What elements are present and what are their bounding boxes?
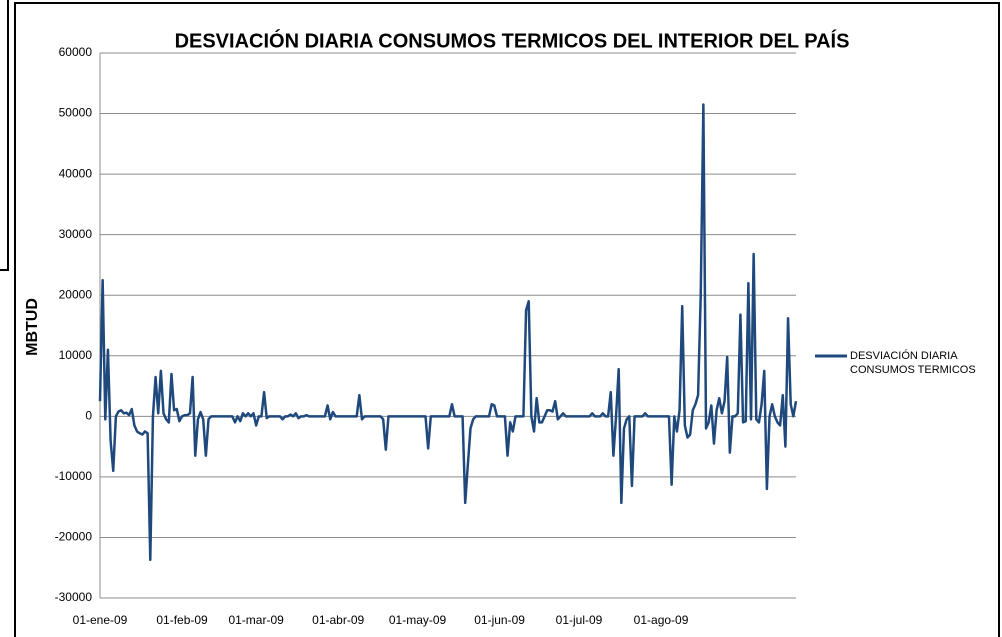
y-tick-label: 0 — [85, 409, 92, 423]
side-frame — [0, 0, 9, 271]
y-tick-label: -30000 — [55, 590, 93, 604]
y-tick-label: 60000 — [59, 45, 93, 59]
x-tick-label: 01-feb-09 — [156, 613, 208, 627]
y-tick-label: 40000 — [59, 166, 93, 180]
x-tick-label: 01-may-09 — [389, 613, 447, 627]
y-tick-label: 30000 — [59, 227, 93, 241]
x-tick-label: 01-jun-09 — [474, 613, 525, 627]
x-tick-label: 01-mar-09 — [228, 613, 284, 627]
legend-label: DESVIACIÓN DIARIA CONSUMOS TERMICOS — [850, 350, 976, 376]
x-tick-label: 01-ago-09 — [634, 613, 689, 627]
x-tick-label: 01-jul-09 — [556, 613, 603, 627]
chart-title: DESVIACIÓN DIARIA CONSUMOS TERMICOS DEL … — [175, 28, 850, 52]
x-tick-label: 01-abr-09 — [312, 613, 364, 627]
y-tick-label: 50000 — [59, 106, 93, 120]
y-tick-label: -10000 — [55, 469, 93, 483]
y-tick-label: -20000 — [55, 530, 93, 544]
x-tick-label: 01-ene-09 — [73, 613, 128, 627]
y-axis-label: MBTUD — [24, 298, 41, 356]
chart-frame — [14, 2, 1000, 637]
y-tick-label: 10000 — [59, 348, 93, 362]
y-tick-label: 20000 — [59, 287, 93, 301]
line-series — [98, 103, 798, 562]
